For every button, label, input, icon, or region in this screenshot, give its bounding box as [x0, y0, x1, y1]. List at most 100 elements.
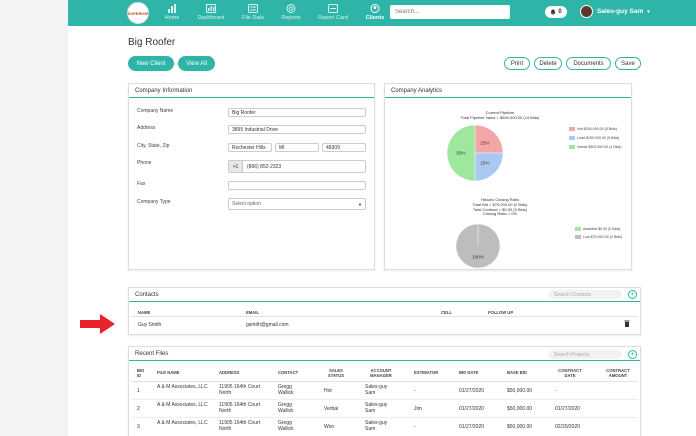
legend-hot: Hot $150,000.00 (5 Bids): [569, 127, 617, 131]
legend-verbal: Verbal $300,000.00 (4 Bids): [569, 145, 622, 149]
legend-hot-label: Hot $150,000.00 (5 Bids): [577, 127, 617, 131]
nav-file-data[interactable]: File Data: [231, 4, 275, 21]
global-search-input[interactable]: [390, 5, 510, 19]
add-project-button[interactable]: +: [628, 350, 637, 359]
row-address: 11905 164th Court North: [219, 420, 261, 432]
row-contract-date: 02/20/2020: [555, 424, 581, 430]
row-bid-date: 01/27/2020: [459, 424, 485, 430]
row-bid-id[interactable]: 3: [137, 424, 140, 430]
row-address: 11905 164th Court North: [219, 402, 261, 414]
notifications-button[interactable]: 0: [545, 6, 567, 18]
legend-lead: Lead $150,000.00 (5 Bids): [569, 136, 619, 140]
dashboard-icon: [206, 4, 216, 13]
delete-button[interactable]: Delete: [534, 57, 562, 70]
phone-prefix: +1: [229, 161, 243, 172]
row-sales-status: Won: [324, 424, 335, 430]
row-bid-id[interactable]: 1: [137, 388, 140, 394]
avatar: [580, 5, 593, 18]
panel-heading: Recent Files: [129, 347, 640, 361]
fax-field[interactable]: [228, 181, 366, 190]
files-col-contact: CONTACT: [278, 370, 299, 375]
phone-label: Phone: [137, 160, 152, 166]
contact-email[interactable]: gsmith@gmail.com: [246, 322, 289, 328]
row-bid-id[interactable]: 2: [137, 406, 140, 412]
files-col-estimator: ESTIMATOR: [414, 370, 439, 375]
closing-line-1: Total Bid = $70,000.00 (2 Bids): [472, 201, 528, 207]
recent-files-panel: Recent Files: [128, 346, 641, 436]
files-col-bid-id: BID ID: [137, 368, 145, 378]
nav-reports-label: Reports: [281, 15, 301, 21]
contacts-search-input[interactable]: Search Contacts: [548, 290, 622, 299]
plus-icon: +: [630, 351, 635, 358]
state-field[interactable]: MI: [275, 143, 319, 152]
contacts-col-follow-up: FOLLOW UP: [488, 310, 514, 315]
panel-heading: Contacts: [129, 288, 640, 302]
caret-down-icon: ▼: [358, 201, 362, 207]
closing-pie-chart: 100%: [455, 223, 501, 269]
address-field[interactable]: 3895 Industrial Drive: [228, 125, 366, 134]
company-type-label: Company Type: [137, 199, 171, 205]
logo-text: SUPERIOR: [127, 10, 149, 16]
nav-reports[interactable]: Reports: [269, 4, 313, 21]
zip-field[interactable]: 48309: [322, 143, 366, 152]
city-field[interactable]: Rochester Hills: [228, 143, 272, 152]
row-contact: Gregg Wallick: [278, 420, 294, 432]
phone-field[interactable]: +1 (866) 852-2323: [228, 160, 366, 173]
user-circle-icon: [370, 4, 380, 13]
print-button[interactable]: Print: [504, 57, 530, 70]
pipeline-chart-title: Current Pipeline Total Pipeline Value = …: [440, 110, 560, 121]
save-button[interactable]: Save: [615, 57, 641, 70]
nav-dashboard[interactable]: Dashboard: [189, 4, 233, 21]
closing-title: Historic Closing Ratio: [480, 197, 520, 202]
legend-lost: Lost $70,000.00 (2 Bids): [575, 235, 622, 239]
divider: [131, 417, 638, 418]
company-type-select[interactable]: Select option ▼: [228, 198, 366, 210]
row-file-name[interactable]: A & M Associates, LLC: [157, 384, 208, 390]
files-col-account-manager: ACCOUNT MANAGER: [370, 368, 392, 378]
closing-line-2: Total Contract = $0.00 (0 Bids): [472, 206, 528, 212]
row-account-manager: Sales-guy Sam: [365, 402, 388, 414]
files-col-file-name: FILE NAME: [157, 370, 180, 375]
view-all-button[interactable]: View All: [178, 56, 215, 71]
divider: [131, 381, 638, 382]
projects-search-input[interactable]: Search Projects: [548, 350, 622, 359]
nav-home-label: Home: [164, 15, 180, 21]
files-col-contract-amount: CONTRACT AMOUNT: [606, 368, 630, 378]
nav-clients[interactable]: Clients: [353, 4, 397, 21]
pie-slice-lead: [474, 152, 504, 182]
fax-label: Fax: [137, 181, 146, 187]
new-client-button[interactable]: New Client: [128, 56, 174, 71]
notification-count: 0: [558, 9, 562, 15]
pipeline-subtitle: Total Pipeline Value = $600,000.00 (14 B…: [460, 114, 540, 120]
files-col-contract-date: CONTRACT DATE: [558, 368, 582, 378]
divider: [131, 316, 638, 317]
contact-name[interactable]: Guy Smith: [138, 322, 162, 328]
company-analytics-panel: Company Analytics: [384, 83, 632, 270]
row-estimator: -: [414, 388, 416, 394]
row-estimator: Jim: [414, 406, 422, 412]
plus-icon: +: [630, 291, 635, 298]
row-base-bid: $50,000.00: [507, 424, 533, 430]
pie-label-hot: 25%: [480, 141, 489, 146]
add-contact-button[interactable]: +: [628, 290, 637, 299]
divider: [131, 399, 638, 400]
bar-chart-icon: [168, 4, 176, 13]
legend-awarded: Awarded $0.00 (0 Bids): [575, 227, 621, 231]
row-file-name[interactable]: A & M Associates, LLC: [157, 420, 208, 426]
company-type-value: Select option: [232, 201, 261, 207]
address-label: Address: [137, 125, 156, 131]
nav-report-card[interactable]: Report Card: [311, 4, 355, 21]
contacts-col-email: EMAIL: [246, 310, 260, 315]
company-name-field[interactable]: Big Roofer: [228, 108, 366, 117]
pipeline-pie-chart: 25% 25% 50%: [446, 124, 504, 182]
row-sales-status: Verbal: [324, 406, 339, 412]
documents-button[interactable]: Documents: [566, 57, 611, 70]
company-logo[interactable]: SUPERIOR: [127, 2, 149, 24]
row-contract-date: 01/27/2020: [555, 406, 581, 412]
nav-home[interactable]: Home: [150, 4, 194, 21]
company-name-label: Company Name: [137, 108, 174, 114]
trash-icon[interactable]: [624, 320, 630, 327]
row-account-manager: Sales-guy Sam: [365, 420, 388, 432]
user-menu[interactable]: Sales-guy Sam ▾: [580, 5, 650, 18]
row-file-name[interactable]: A & M Associates, LLC: [157, 402, 208, 408]
